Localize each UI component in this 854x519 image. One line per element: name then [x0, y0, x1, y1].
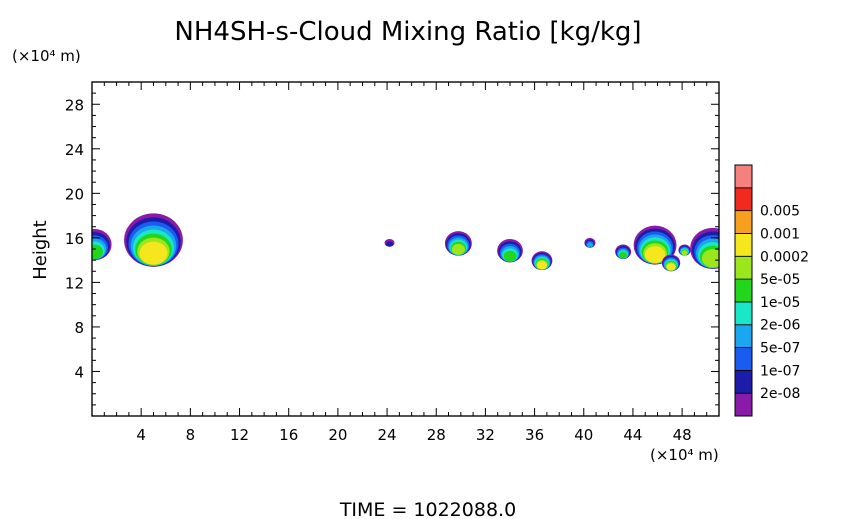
x-tick-label: 40	[574, 426, 593, 444]
colorbar-swatch	[734, 233, 753, 257]
colorbar-label: 5e-07	[760, 341, 800, 357]
colorbar-swatch	[734, 392, 753, 417]
x-tick-label: 4	[136, 426, 146, 444]
x-tick-label: 44	[623, 426, 642, 444]
cloud-cell	[497, 238, 523, 263]
colorbar-label: 2e-06	[760, 318, 800, 334]
x-tick-label: 48	[673, 426, 692, 444]
x-axis-ticks: 4 8 12 16 20 24 28 32 36 40 44 48	[103, 82, 708, 444]
plot-area	[91, 81, 720, 417]
cloud-cell	[690, 227, 719, 270]
cloud-cell	[444, 231, 472, 256]
colorbar-label: 0.0002	[760, 249, 809, 265]
y-axis-ticks: 4 8 12 16 20 24 28	[65, 92, 719, 406]
cloud-cell	[584, 237, 596, 248]
colorbar-swatch	[734, 369, 753, 394]
cloud-contour	[681, 250, 688, 256]
cloud-contour	[92, 244, 104, 259]
x-tick-label: 24	[378, 426, 397, 444]
cloud-cell	[678, 244, 691, 256]
y-tick-label: 20	[65, 185, 84, 203]
plot-frame	[91, 81, 720, 417]
cloud-cell	[124, 213, 183, 267]
colorbar-swatch	[734, 255, 753, 280]
cloud-cell	[384, 238, 395, 247]
cloud-contour	[503, 250, 517, 262]
y-tick-label: 24	[65, 141, 84, 159]
colorbar-label: 2e-08	[760, 386, 800, 402]
x-tick-label: 28	[427, 426, 446, 444]
colorbar-swatch	[734, 210, 753, 234]
x-tick-label: 8	[186, 426, 196, 444]
cloud-contour	[701, 249, 719, 268]
colorbar-swatch	[734, 347, 753, 371]
colorbar-swatch	[734, 187, 753, 212]
cloud-cell	[92, 228, 112, 261]
chart-title: NH4SH-s-Cloud Mixing Ratio [kg/kg]	[174, 17, 641, 47]
colorbar-swatch	[734, 164, 753, 189]
colorbar-label: 0.005	[760, 204, 800, 220]
y-tick-label: 8	[74, 319, 84, 337]
cloud-cell	[615, 244, 632, 260]
colorbar-frame	[734, 164, 753, 417]
y-axis-unit: (×10⁴ m)	[12, 47, 81, 65]
colorbar-label: 1e-07	[760, 363, 800, 379]
colorbar-swatch	[734, 278, 753, 303]
cloud-contour	[451, 243, 465, 255]
x-tick-label: 12	[230, 426, 249, 444]
cloud-contour	[619, 251, 628, 259]
y-tick-label: 12	[65, 274, 84, 292]
x-tick-label: 16	[279, 426, 298, 444]
colorbar-label: 0.001	[760, 226, 800, 242]
cloud-contour	[666, 263, 676, 271]
y-tick-label: 28	[65, 96, 84, 114]
colorbar: 2e-08 1e-07 5e-07 2e-06 1e-05 5e-05 0.0002 0.00…	[734, 164, 809, 417]
cloud-contour	[644, 246, 666, 264]
y-tick-label: 16	[65, 230, 84, 248]
x-tick-label: 20	[328, 426, 347, 444]
colorbar-label: 1e-05	[760, 295, 800, 311]
y-axis-label: Height	[30, 220, 51, 280]
cloud-cell	[633, 225, 677, 265]
cloud-contour	[386, 241, 394, 247]
cloud-cell	[661, 254, 681, 272]
x-tick-label: 36	[525, 426, 544, 444]
cloud-cell	[531, 251, 553, 271]
colorbar-label: 5e-05	[760, 272, 800, 288]
cloud-contour	[537, 261, 547, 270]
colorbar-swatch	[734, 301, 753, 326]
cloud-contour	[586, 242, 593, 248]
y-tick-label: 4	[74, 363, 84, 381]
cloud-contour	[139, 241, 168, 265]
footer-time: TIME = 1022088.0	[339, 499, 516, 519]
x-tick-label: 32	[476, 426, 495, 444]
colorbar-swatch	[734, 324, 753, 348]
x-axis-unit: (×10⁴ m)	[650, 446, 719, 464]
